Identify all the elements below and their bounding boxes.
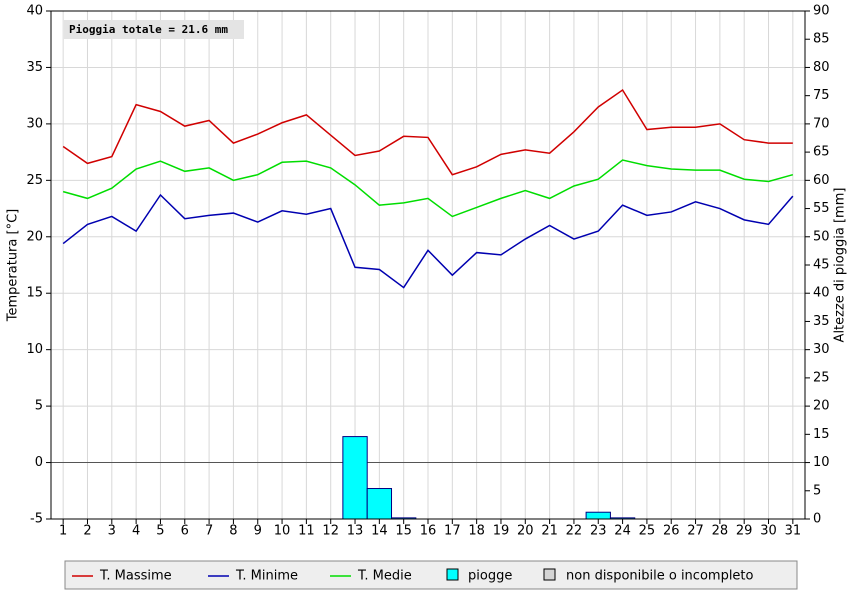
y2-tick-label: 80 <box>813 60 830 75</box>
y2-tick-label: 90 <box>813 4 830 19</box>
x-tick-label: 12 <box>322 524 339 539</box>
x-tick-label: 17 <box>444 524 461 539</box>
y2-tick-label: 65 <box>813 145 830 160</box>
y-tick-label: 10 <box>26 342 43 357</box>
x-tick-label: 10 <box>274 524 291 539</box>
y-tick-label: 40 <box>26 4 43 19</box>
x-tick-label: 14 <box>371 524 388 539</box>
bar <box>366 488 393 520</box>
x-tick-label: 2 <box>83 524 91 539</box>
x-tick-label: 26 <box>663 524 680 539</box>
y2-tick-label: 0 <box>813 512 821 527</box>
y-tick-label: -5 <box>30 512 43 527</box>
y-tick-label: 30 <box>26 116 43 131</box>
line-series <box>62 88 793 176</box>
annotation-box <box>64 20 244 39</box>
x-tick-label: 31 <box>785 524 802 539</box>
y-tick-label: 20 <box>26 229 43 244</box>
legend-swatch <box>543 568 556 581</box>
x-tick-label: 24 <box>614 524 631 539</box>
legend-label: piogge <box>468 569 512 584</box>
y2-tick-label: 60 <box>813 173 830 188</box>
x-tick-label: 27 <box>687 524 704 539</box>
annotation: Pioggia totale = 21.6 mm <box>69 23 228 36</box>
y2-tick-label: 50 <box>813 229 830 244</box>
x-tick-label: 6 <box>181 524 189 539</box>
legend-label: T. Massime <box>99 569 172 584</box>
x-tick-label: 3 <box>108 524 116 539</box>
y-tick-label: 15 <box>26 286 43 301</box>
y2-tick-label: 15 <box>813 427 830 442</box>
y2-tick-label: 40 <box>813 286 830 301</box>
x-tick-label: 28 <box>712 524 729 539</box>
x-tick-label: 21 <box>541 524 558 539</box>
line-series <box>62 193 794 289</box>
legend-label: non disponibile o incompleto <box>566 569 754 584</box>
y2-tick-label: 10 <box>813 455 830 470</box>
x-tick-label: 15 <box>395 524 412 539</box>
y2-tick-label: 30 <box>813 342 830 357</box>
bar <box>585 511 611 520</box>
x-tick-label: 23 <box>590 524 607 539</box>
legend-swatch <box>446 568 459 581</box>
bar <box>342 436 368 520</box>
x-tick-label: 25 <box>639 524 656 539</box>
y2-tick-label: 20 <box>813 399 830 414</box>
x-tick-label: 16 <box>420 524 437 539</box>
x-tick-label: 19 <box>493 524 510 539</box>
legend-box <box>64 560 798 590</box>
plot-frame <box>50 10 806 520</box>
x-tick-label: 1 <box>59 524 67 539</box>
legend-label: T. Minime <box>235 569 298 584</box>
x-tick-label: 29 <box>736 524 753 539</box>
x-tick-label: 30 <box>760 524 777 539</box>
y2-tick-label: 45 <box>813 258 830 273</box>
x-tick-label: 18 <box>468 524 485 539</box>
legend-label: T. Medie <box>357 569 412 584</box>
y-axis-label: Temperatura [°C] <box>6 209 21 322</box>
y2-tick-label: 55 <box>813 201 830 216</box>
x-tick-label: 11 <box>298 524 315 539</box>
x-tick-label: 13 <box>347 524 364 539</box>
y-tick-label: 25 <box>26 173 43 188</box>
x-tick-label: 5 <box>156 524 164 539</box>
y2-tick-label: 5 <box>813 483 821 498</box>
y2-tick-label: 85 <box>813 32 830 47</box>
y2-axis-label: Altezze di pioggia [mm] <box>833 188 848 343</box>
y2-tick-label: 75 <box>813 88 830 103</box>
x-tick-label: 4 <box>132 524 140 539</box>
y2-tick-label: 35 <box>813 314 830 329</box>
y2-tick-label: 25 <box>813 370 830 385</box>
y-tick-label: 5 <box>35 399 43 414</box>
x-tick-label: 8 <box>229 524 237 539</box>
y2-tick-label: 70 <box>813 116 830 131</box>
x-tick-label: 22 <box>566 524 583 539</box>
line-series <box>62 159 794 218</box>
x-tick-label: 9 <box>254 524 262 539</box>
y-tick-label: 35 <box>26 60 43 75</box>
x-tick-label: 20 <box>517 524 534 539</box>
x-tick-label: 7 <box>205 524 213 539</box>
y-tick-label: 0 <box>35 455 43 470</box>
